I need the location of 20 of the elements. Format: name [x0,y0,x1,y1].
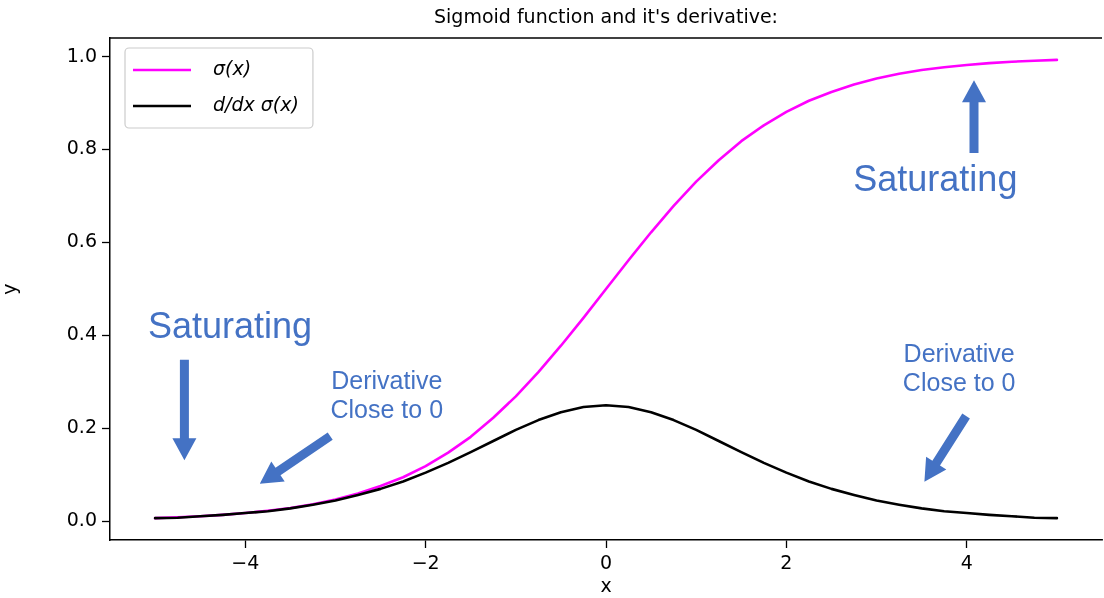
annotation: Saturating [853,157,1018,199]
x-tick-label: 4 [960,551,973,574]
chart-title: Sigmoid function and it's derivative: [433,4,779,27]
x-tick-label: −4 [231,551,260,574]
annotation: Saturating [147,305,313,347]
x-tick-label: 2 [780,551,793,574]
y-tick-label: 0.6 [66,229,97,252]
annotation: Derivative Close to 0 [330,366,444,424]
x-axis-title: x [600,573,612,596]
y-tick-label: 0.8 [66,136,97,159]
y-tick-label: 0.4 [66,322,97,345]
legend-label: σ(x) [213,56,252,79]
legend-label: d/dx σ(x) [213,92,299,115]
x-tick-label: −2 [411,551,440,574]
y-axis-title: y [0,283,21,295]
y-tick-label: 0.0 [66,508,97,531]
y-tick-label: 1.0 [66,43,97,66]
annotation: Derivative Close to 0 [902,339,1016,397]
x-tick-label: 0 [599,551,613,574]
y-tick-label: 0.2 [66,415,97,438]
